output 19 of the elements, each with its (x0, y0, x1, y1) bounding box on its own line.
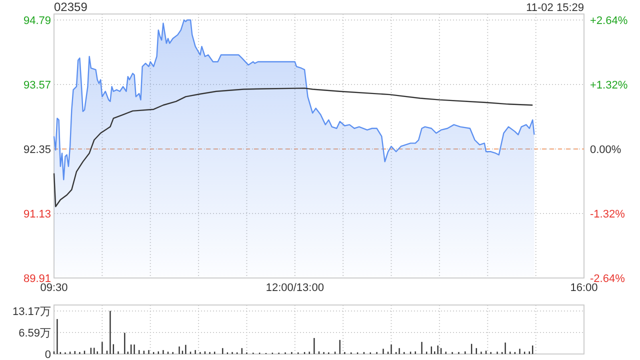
y-tick-label: 6.59万 (18, 327, 51, 340)
y-tick-label: 94.79 (23, 15, 51, 27)
y-tick-label: 93.57 (23, 80, 51, 92)
x-tick-label: 16:00 (570, 282, 598, 294)
chart-title: 02359 (54, 0, 88, 14)
line-series (53, 88, 534, 208)
y-tick-label: 89.91 (23, 273, 51, 285)
text: 11-02 15:29 (526, 2, 584, 14)
y2-tick-label: +1.32% (590, 80, 628, 92)
y-tick-label: 0 (44, 349, 51, 360)
y-tick-label: 92.35 (23, 144, 51, 156)
y2-tick-label: +2.64% (590, 15, 628, 27)
y-tick-label: 91.13 (23, 208, 51, 220)
x-tick-label: 12:00/13:00 (266, 282, 324, 294)
x-tick-label: 09:30 (40, 282, 68, 294)
y2-tick-label: -2.64% (590, 273, 626, 285)
y-tick-label: 13.17万 (12, 306, 51, 318)
y2-tick-label: 0.00% (590, 144, 622, 156)
y2-tick-label: -1.32% (590, 208, 626, 220)
